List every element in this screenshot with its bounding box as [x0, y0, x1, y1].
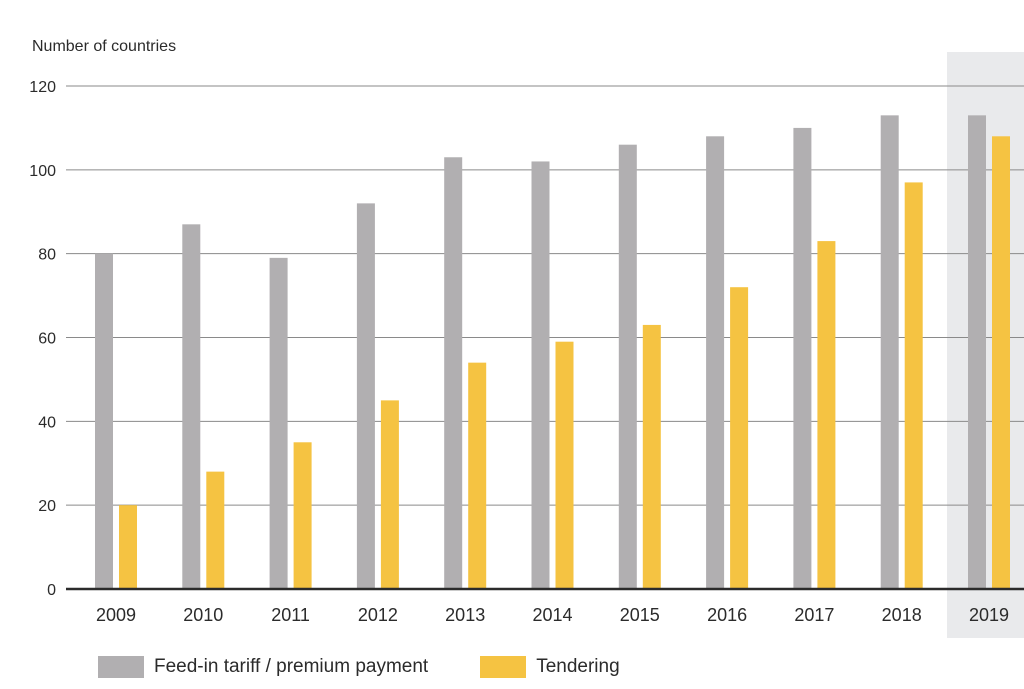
y-axis-label: Number of countries — [32, 38, 177, 55]
bar-feed-in-2016 — [706, 136, 725, 590]
y-tick-labels: 0 20 40 60 80 100 120 — [29, 79, 56, 599]
bar-feed-in-2019 — [968, 115, 986, 589]
bar-chart: 0 20 40 60 80 100 120 2009 2010 2011 2012 2013 2014… — [29, 52, 1024, 638]
bar-tendering-2010 — [206, 471, 225, 589]
y-tick-label: 80 — [38, 247, 56, 264]
x-tick-label: 2010 — [183, 605, 223, 625]
bar-tendering-2015 — [642, 324, 661, 589]
y-tick-label: 100 — [29, 163, 56, 180]
y-tick-label: 0 — [47, 582, 56, 599]
y-tick-label: 40 — [38, 414, 56, 431]
bar-feed-in-2014 — [531, 161, 550, 589]
y-tick-label: 120 — [29, 79, 56, 96]
legend-swatch-feed-in — [98, 656, 144, 678]
bar-tendering-2019 — [992, 136, 1010, 590]
x-tick-label: 2018 — [882, 605, 922, 625]
bar-feed-in-2011 — [269, 257, 288, 589]
bar-feed-in-2010 — [182, 224, 201, 589]
x-tick-label: 2012 — [358, 605, 398, 625]
bar-tendering-2009 — [119, 505, 137, 589]
x-tick-labels: 2009 2010 2011 2012 2013 2014 2015 2016 2017 2018… — [96, 605, 1009, 625]
bar-tendering-2013 — [468, 362, 487, 589]
x-tick-label: 2017 — [794, 605, 834, 625]
x-tick-label: 2011 — [271, 605, 310, 625]
bar-feed-in-2012 — [356, 203, 375, 589]
bar-tendering-2017 — [817, 241, 836, 589]
bars — [95, 115, 1010, 590]
bar-feed-in-2009 — [95, 253, 113, 589]
legend-item-tendering: Tendering — [480, 656, 620, 678]
bar-tendering-2016 — [730, 287, 749, 589]
legend: Feed-in tariff / premium payment Tenderi… — [98, 656, 672, 678]
x-tick-label: 2013 — [445, 605, 485, 625]
bar-tendering-2014 — [555, 341, 574, 589]
x-tick-label: 2016 — [707, 605, 747, 625]
legend-label-tendering: Tendering — [536, 656, 620, 677]
legend-label-feed-in: Feed-in tariff / premium payment — [154, 656, 429, 677]
bar-feed-in-2013 — [444, 157, 463, 589]
bar-feed-in-2018 — [880, 115, 899, 589]
x-tick-label: 2015 — [620, 605, 660, 625]
legend-swatch-tendering — [480, 656, 527, 678]
bar-feed-in-2017 — [793, 127, 812, 590]
bar-tendering-2018 — [904, 182, 923, 590]
x-tick-label: 2019 — [969, 605, 1009, 625]
bar-feed-in-2015 — [618, 144, 637, 589]
y-tick-label: 60 — [38, 331, 56, 348]
legend-item-feed-in: Feed-in tariff / premium payment — [98, 656, 428, 678]
y-tick-label: 20 — [38, 498, 56, 515]
bar-tendering-2012 — [380, 400, 399, 589]
bar-tendering-2011 — [293, 442, 312, 589]
x-tick-label: 2014 — [532, 605, 572, 625]
x-tick-label: 2009 — [96, 605, 136, 625]
